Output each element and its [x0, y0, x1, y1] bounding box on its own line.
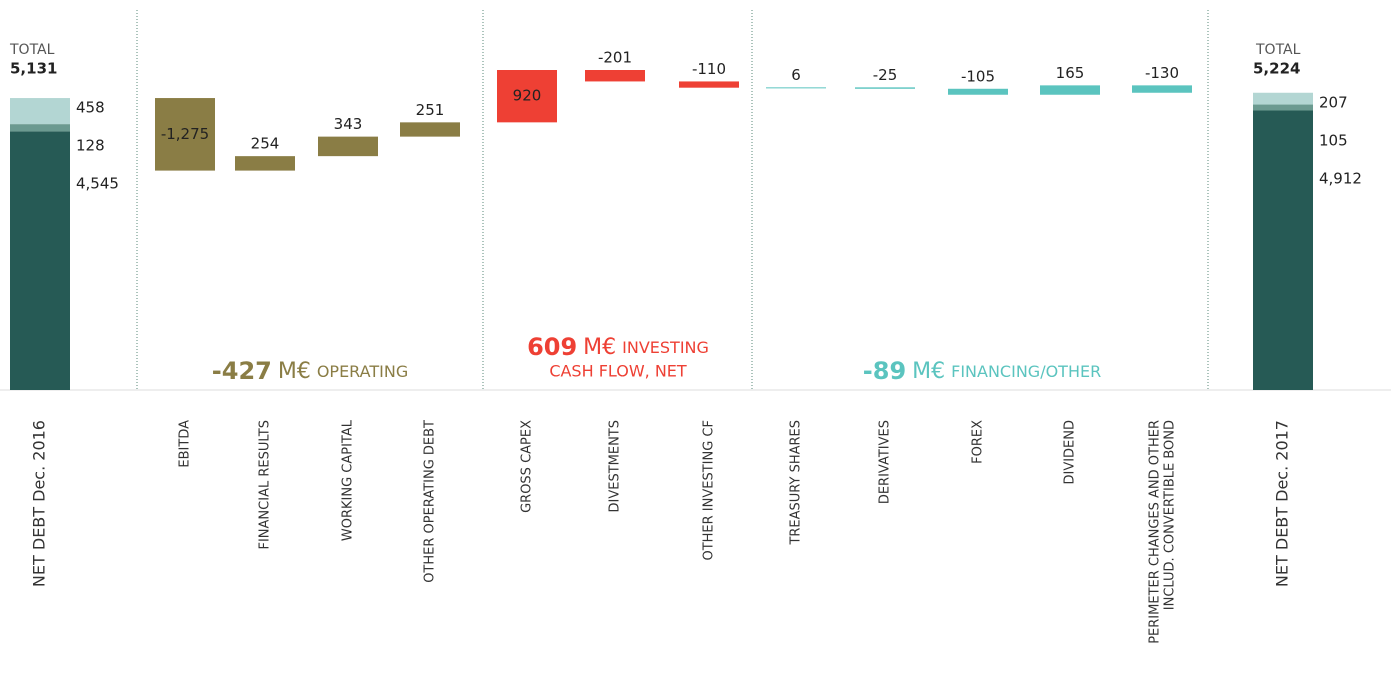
- total-segment: [10, 98, 70, 125]
- segment-label: 4,912: [1319, 169, 1362, 187]
- category-label: EBITDA: [178, 420, 193, 468]
- segment-label: 458: [76, 99, 105, 117]
- step-bar: [948, 88, 1008, 95]
- group-name: FINANCING/OTHER: [951, 362, 1101, 381]
- category-label: FINANCIAL RESULTS: [258, 420, 273, 550]
- step-bar: [235, 156, 295, 171]
- step-label: 343: [334, 115, 363, 133]
- step-bar: [855, 87, 915, 89]
- category-label: TREASURY SHARES: [789, 420, 804, 546]
- group-value: -427: [212, 357, 272, 385]
- step-bar: [497, 70, 557, 123]
- total-segment: [1253, 92, 1313, 105]
- total-segment: [10, 124, 70, 132]
- segment-label: 4,545: [76, 175, 119, 193]
- step-bar: [400, 122, 460, 137]
- step-label: 165: [1056, 64, 1085, 82]
- step-label: -105: [961, 67, 995, 85]
- total-segment: [1253, 104, 1313, 111]
- category-label: NET DEBT Dec. 2016: [30, 420, 49, 587]
- group-name: OPERATING: [317, 362, 408, 381]
- step-label: -130: [1145, 64, 1179, 82]
- segment-label: 128: [76, 137, 105, 155]
- group-unit: M€: [278, 359, 311, 384]
- category-label: DIVIDEND: [1063, 420, 1078, 485]
- step-label: -25: [873, 66, 898, 84]
- step-bar: [679, 81, 739, 88]
- group-name: CASH FLOW, NET: [549, 362, 687, 381]
- group-label: -89 M€ FINANCING/OTHER: [863, 357, 1101, 385]
- step-bar: [1132, 85, 1192, 93]
- group-unit: M€: [583, 335, 616, 360]
- category-label: FOREX: [971, 420, 986, 464]
- step-bar: [1040, 85, 1100, 95]
- total-value: 5,131: [10, 60, 57, 78]
- step-label: -110: [692, 60, 726, 78]
- step-label: 920: [513, 87, 542, 105]
- step-bar: [766, 87, 826, 89]
- total-segment: [10, 131, 70, 390]
- total-value: 5,224: [1253, 60, 1300, 78]
- step-label: 251: [416, 101, 445, 119]
- step-label: 254: [251, 135, 280, 153]
- total-segment: [1253, 110, 1313, 391]
- group-name: INVESTING: [622, 338, 709, 357]
- step-bar: [155, 98, 215, 171]
- step-label: 6: [791, 66, 801, 84]
- group-label: 609 M€ INVESTING: [527, 333, 709, 361]
- category-label: WORKING CAPITAL: [341, 419, 356, 541]
- segment-label: 207: [1319, 93, 1348, 111]
- group-value: 609: [527, 333, 577, 361]
- category-label: OTHER INVESTING CF: [702, 420, 717, 561]
- category-label: NET DEBT Dec. 2017: [1273, 420, 1292, 587]
- step-bar: [585, 70, 645, 82]
- step-label: -1,275: [161, 125, 209, 143]
- category-line: PERIMETER CHANGES AND OTHER: [1147, 420, 1162, 644]
- category-label: DIVESTMENTS: [608, 420, 623, 513]
- category-label: OTHER OPERATING DEBT: [423, 420, 438, 583]
- category-label: GROSS CAPEX: [520, 420, 535, 513]
- total-caption: TOTAL: [1255, 42, 1301, 58]
- category-line: INCLUD. CONVERTIBLE BOND: [1162, 420, 1177, 610]
- group-value: -89: [863, 357, 906, 385]
- total-caption: TOTAL: [9, 42, 55, 58]
- step-bar: [318, 136, 378, 157]
- group-label: -427 M€ OPERATING: [212, 357, 408, 385]
- step-label: -201: [598, 49, 632, 67]
- category-label: PERIMETER CHANGES AND OTHERINCLUD. CONVE…: [1147, 420, 1177, 644]
- group-unit: M€: [912, 359, 945, 384]
- category-label: DERIVATIVES: [878, 420, 893, 504]
- segment-label: 105: [1319, 131, 1348, 149]
